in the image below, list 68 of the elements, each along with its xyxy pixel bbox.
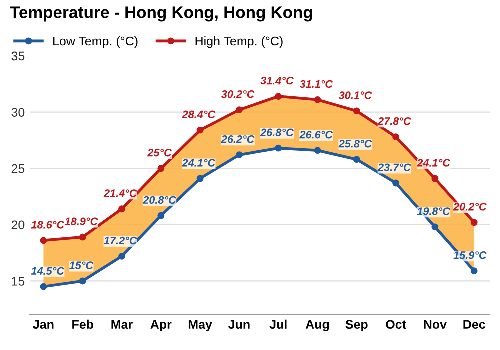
x-tick-label: Apr bbox=[150, 320, 172, 332]
x-tick-label: Oct bbox=[386, 320, 406, 330]
point bbox=[314, 147, 322, 154]
data-label: 26.6°C bbox=[300, 131, 334, 139]
point bbox=[236, 106, 243, 114]
x-tick-label: Jul bbox=[270, 320, 287, 330]
data-label: 20.8°C bbox=[142, 196, 177, 204]
x-tick-label: May bbox=[188, 320, 212, 332]
data-label: 28.4°C bbox=[182, 110, 216, 118]
data-label: 25.8°C bbox=[338, 140, 372, 148]
y-tick-label: 35 bbox=[12, 52, 25, 61]
data-label: 26.8°C bbox=[260, 128, 294, 136]
data-label: 14.5°C bbox=[31, 267, 65, 275]
chart-title: Temperature - Hong Kong, Hong Kong bbox=[10, 6, 312, 22]
data-label: 17.2°C bbox=[104, 236, 138, 245]
data-label: 19.8°C bbox=[417, 208, 451, 216]
x-tick-label: Jun bbox=[228, 320, 250, 330]
point bbox=[196, 175, 204, 182]
point bbox=[275, 93, 282, 100]
data-label: 15°C bbox=[70, 262, 94, 270]
point bbox=[236, 152, 243, 159]
point bbox=[392, 134, 400, 141]
x-tick-label: Jan bbox=[33, 320, 54, 330]
data-label: 30.1°C bbox=[338, 92, 372, 100]
point bbox=[118, 252, 126, 260]
point bbox=[470, 268, 478, 275]
legend-label: High Temp. (°C) bbox=[196, 36, 283, 48]
x-tick-label: Dec bbox=[464, 320, 486, 330]
data-label: 21.4°C bbox=[104, 190, 138, 198]
data-label: 15.9°C bbox=[454, 252, 487, 260]
y-tick-label: 25 bbox=[12, 164, 25, 174]
point bbox=[470, 219, 478, 226]
point bbox=[275, 144, 282, 152]
point bbox=[314, 96, 322, 104]
data-label: 18.9°C bbox=[65, 218, 98, 226]
y-tick-label: 20 bbox=[12, 220, 25, 230]
data-label: 24.1°C bbox=[182, 159, 216, 167]
x-tick-label: Mar bbox=[112, 320, 133, 330]
point bbox=[158, 165, 165, 172]
point bbox=[118, 206, 126, 213]
data-label: 23.7°C bbox=[378, 164, 412, 172]
point bbox=[196, 126, 204, 134]
data-label: 27.8°C bbox=[378, 118, 412, 126]
data-label: 31.4°C bbox=[260, 77, 294, 85]
data-label: 26.2°C bbox=[221, 136, 255, 144]
data-label: 30.2°C bbox=[222, 90, 255, 98]
data-label: 24.1°C bbox=[417, 159, 451, 167]
point bbox=[40, 237, 48, 244]
data-label: 20.2°C bbox=[453, 203, 487, 211]
y-tick-label: 30 bbox=[12, 108, 25, 117]
x-tick-label: Aug bbox=[306, 320, 330, 332]
point bbox=[40, 283, 48, 290]
x-tick-label: Sep bbox=[346, 320, 368, 332]
point bbox=[353, 108, 360, 115]
x-tick-label: Nov bbox=[424, 320, 447, 330]
point bbox=[353, 156, 360, 164]
point bbox=[79, 234, 86, 241]
data-label: 18.6°C bbox=[31, 221, 65, 229]
y-tick-label: 15 bbox=[12, 277, 25, 286]
point bbox=[392, 180, 400, 187]
point bbox=[432, 224, 439, 231]
point bbox=[158, 212, 165, 220]
data-label: 31.1°C bbox=[300, 80, 334, 88]
data-label: 25°C bbox=[147, 149, 172, 157]
legend-label: Low Temp. (°C) bbox=[54, 36, 138, 48]
x-tick-label: Feb bbox=[72, 320, 94, 330]
point bbox=[432, 175, 439, 182]
point bbox=[79, 278, 86, 285]
